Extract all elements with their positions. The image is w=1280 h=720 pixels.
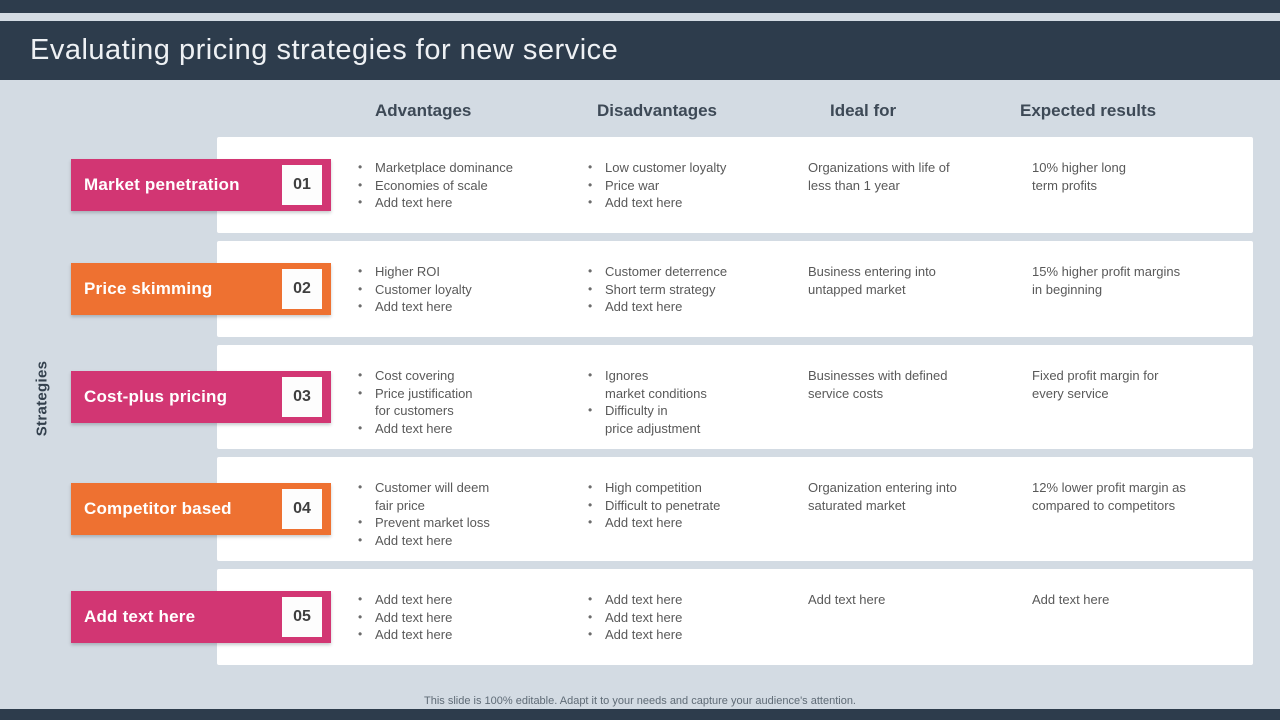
- strategy-label-bar: Competitor based 04: [71, 483, 331, 535]
- advantage-item: Add text here: [356, 609, 586, 627]
- advantage-item: Add text here: [356, 298, 586, 316]
- advantage-item: Higher ROI: [356, 263, 586, 281]
- strategy-label-text: Add text here: [84, 607, 196, 626]
- disadvantages-cell: Customer deterrenceShort term strategyAd…: [586, 241, 808, 337]
- disadvantage-item: Add text here: [586, 626, 808, 644]
- disadvantage-item: Add text here: [586, 609, 808, 627]
- advantage-item: Add text here: [356, 591, 586, 609]
- expected-results-cell: 12% lower profit margin as compared to c…: [1032, 480, 1186, 513]
- advantage-item: Customer will deem fair price: [356, 479, 586, 514]
- strategy-row: Price skimming 02 Higher ROICustomer loyal…: [71, 241, 1253, 337]
- strategy-label-text: Cost-plus pricing: [84, 387, 228, 406]
- strategy-number-badge: 04: [282, 489, 322, 529]
- disadvantages-cell: High competitionDifficult to penetrateAd…: [586, 457, 808, 561]
- advantage-item: Economies of scale: [356, 177, 586, 195]
- disadvantages-cell: Low customer loyaltyPrice warAdd text he…: [586, 137, 808, 233]
- strategy-label-bar: Market penetration 01: [71, 159, 331, 211]
- disadvantage-item: Add text here: [586, 591, 808, 609]
- advantage-item: Marketplace dominance: [356, 159, 586, 177]
- strategy-number-badge: 03: [282, 377, 322, 417]
- strategy-label-text: Competitor based: [84, 499, 232, 518]
- column-header-advantages: Advantages: [375, 101, 472, 120]
- strategy-number-badge: 02: [282, 269, 322, 309]
- advantage-item: Cost covering: [356, 367, 586, 385]
- strategy-label-bar: Price skimming 02: [71, 263, 331, 315]
- disadvantage-item: Add text here: [586, 514, 808, 532]
- strategy-row: Market penetration 01 Marketplace dominanc…: [71, 137, 1253, 233]
- bottom-accent-strip: [0, 709, 1280, 720]
- column-header-disadvantages: Disadvantages: [597, 101, 717, 120]
- strategy-label-text: Market penetration: [84, 175, 240, 194]
- advantage-item: Prevent market loss: [356, 514, 586, 532]
- ideal-for-cell: Add text here: [808, 592, 886, 607]
- advantage-item: Customer loyalty: [356, 281, 586, 299]
- top-accent-strip: [0, 0, 1280, 13]
- ideal-for-cell: Businesses with defined service costs: [808, 368, 948, 401]
- disadvantage-item: Difficulty in price adjustment: [586, 402, 808, 437]
- disadvantages-cell: Ignores market conditionsDifficulty in p…: [586, 345, 808, 449]
- ideal-for-cell: Organizations with life of less than 1 y…: [808, 160, 950, 193]
- strategy-label-bar: Cost-plus pricing 03: [71, 371, 331, 423]
- advantages-cell: Cost coveringPrice justification for cus…: [356, 345, 586, 449]
- disadvantage-item: High competition: [586, 479, 808, 497]
- advantage-item: Add text here: [356, 420, 586, 438]
- advantage-item: Add text here: [356, 194, 586, 212]
- page-title: Evaluating pricing strategies for new se…: [30, 34, 619, 66]
- footer-note: This slide is 100% editable. Adapt it to…: [424, 695, 856, 707]
- ideal-for-cell: Business entering into untapped market: [808, 264, 936, 297]
- strategy-row: Cost-plus pricing 03 Cost coveringPrice ju…: [71, 345, 1253, 449]
- advantages-cell: Marketplace dominanceEconomies of scaleA…: [356, 137, 586, 233]
- title-bar: Evaluating pricing strategies for new se…: [0, 21, 1280, 80]
- advantage-item: Add text here: [356, 626, 586, 644]
- strategy-number-badge: 05: [282, 597, 322, 637]
- column-header-ideal-for: Ideal for: [830, 101, 897, 120]
- disadvantage-item: Price war: [586, 177, 808, 195]
- disadvantage-item: Add text here: [586, 194, 808, 212]
- expected-results-cell: 15% higher profit margins in beginning: [1032, 264, 1181, 297]
- expected-results-cell: 10% higher long term profits: [1032, 160, 1126, 193]
- advantage-item: Add text here: [356, 532, 586, 550]
- advantage-item: Price justification for customers: [356, 385, 586, 420]
- strategies-axis-label: Strategies: [33, 360, 51, 437]
- expected-results-cell: Fixed profit margin for every service: [1032, 368, 1159, 401]
- disadvantage-item: Difficult to penetrate: [586, 497, 808, 515]
- disadvantage-item: Short term strategy: [586, 281, 808, 299]
- disadvantage-item: Ignores market conditions: [586, 367, 808, 402]
- advantages-cell: Customer will deem fair pricePrevent mar…: [356, 457, 586, 561]
- strategy-row: Competitor based 04 Customer will deem fai…: [71, 457, 1253, 561]
- column-header-expected-results: Expected results: [1020, 101, 1157, 120]
- strategy-rows: Market penetration 01 Marketplace dominanc…: [71, 137, 1253, 665]
- disadvantage-item: Low customer loyalty: [586, 159, 808, 177]
- expected-results-cell: Add text here: [1032, 592, 1110, 607]
- disadvantage-item: Add text here: [586, 298, 808, 316]
- strategy-label-text: Price skimming: [84, 279, 213, 298]
- advantages-cell: Higher ROICustomer loyaltyAdd text here: [356, 241, 586, 337]
- strategy-number-badge: 01: [282, 165, 322, 205]
- ideal-for-cell: Organization entering into saturated mar…: [808, 480, 957, 513]
- disadvantage-item: Customer deterrence: [586, 263, 808, 281]
- strategy-label-bar: Add text here 05: [71, 591, 331, 643]
- column-headers: Advantages Disadvantages Ideal for Expec…: [0, 101, 1280, 125]
